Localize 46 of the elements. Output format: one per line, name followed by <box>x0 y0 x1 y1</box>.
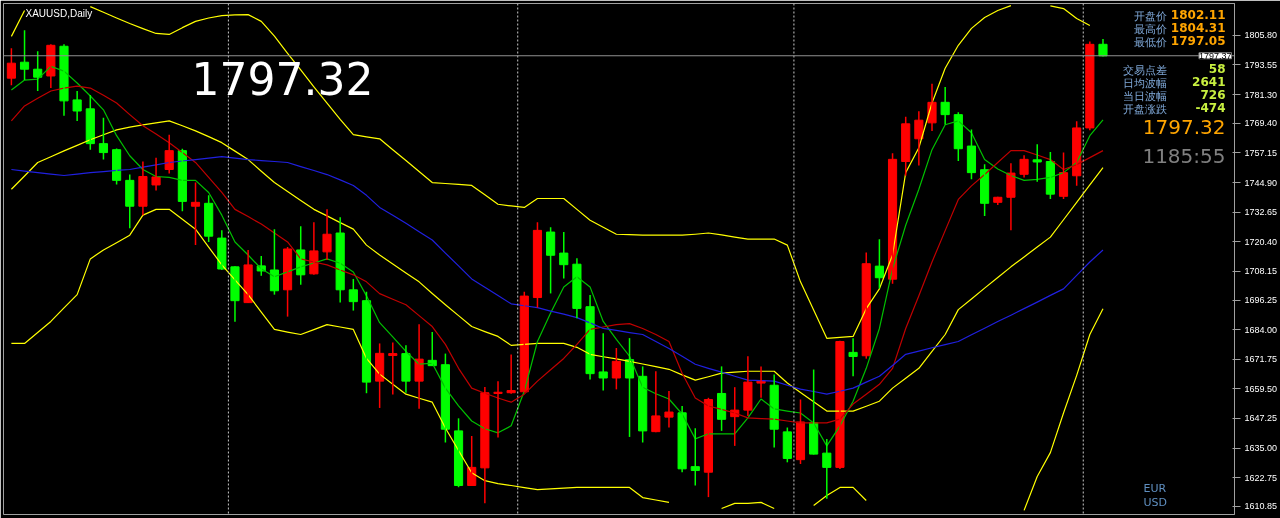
y-tick-label: 1635.00 <box>1244 443 1278 454</box>
text: 1797.32 <box>1142 114 1226 139</box>
y-tick-label: 1659.50 <box>1244 383 1278 394</box>
text: 726 <box>1200 87 1226 102</box>
candlestick <box>1032 143 1042 183</box>
y-tick-label: 1744.90 <box>1244 177 1278 188</box>
text: USD <box>1143 495 1168 509</box>
y-tick-label: 1757.15 <box>1244 147 1278 158</box>
text: 开盘价 <box>1133 9 1167 23</box>
text: 开盘涨跌 <box>1122 102 1167 116</box>
text: 当日波幅 <box>1122 89 1167 103</box>
y-tick-label: 1696.25 <box>1244 295 1278 306</box>
chart-title: XAUUSD,Daily <box>25 7 93 19</box>
y-tick-label: 1781.30 <box>1244 89 1278 100</box>
text: 1804.31 <box>1170 20 1226 35</box>
candlestick <box>598 332 608 392</box>
candlestick <box>546 226 556 295</box>
y-tick-label: 1732.65 <box>1244 207 1278 218</box>
text: 最低价 <box>1133 35 1167 49</box>
text: EUR <box>1143 481 1167 495</box>
candlestick <box>151 156 161 192</box>
y-tick-label: 1793.55 <box>1244 59 1278 70</box>
ref-line-label: 1797.37 <box>1198 50 1232 61</box>
text: 最高价 <box>1133 22 1167 36</box>
y-tick-label: 1769.40 <box>1244 118 1278 129</box>
text: 交易点差 <box>1122 63 1167 77</box>
candlestick <box>72 90 82 122</box>
candlestick <box>690 427 700 487</box>
text: 1797.05 <box>1170 33 1226 48</box>
y-tick-label: 1684.00 <box>1244 324 1278 335</box>
y-tick-label: 1610.85 <box>1244 501 1278 512</box>
text: 2641 <box>1192 74 1226 89</box>
y-tick-label: 1805.80 <box>1244 30 1278 41</box>
candlestick <box>664 390 674 429</box>
candlestick <box>190 181 201 246</box>
y-tick-label: 1671.75 <box>1244 354 1278 365</box>
text: 日均波幅 <box>1122 76 1167 90</box>
text: 58 <box>1208 61 1226 76</box>
candlestick <box>822 438 832 500</box>
text: 1185:55 <box>1142 143 1226 168</box>
y-tick-label: 1622.75 <box>1244 472 1278 483</box>
text: -474 <box>1195 100 1226 115</box>
y-tick-label: 1720.40 <box>1244 236 1278 247</box>
text: 1802.11 <box>1170 7 1226 22</box>
y-tick-label: 1647.25 <box>1244 413 1278 424</box>
y-tick-label: 1708.15 <box>1244 266 1278 277</box>
